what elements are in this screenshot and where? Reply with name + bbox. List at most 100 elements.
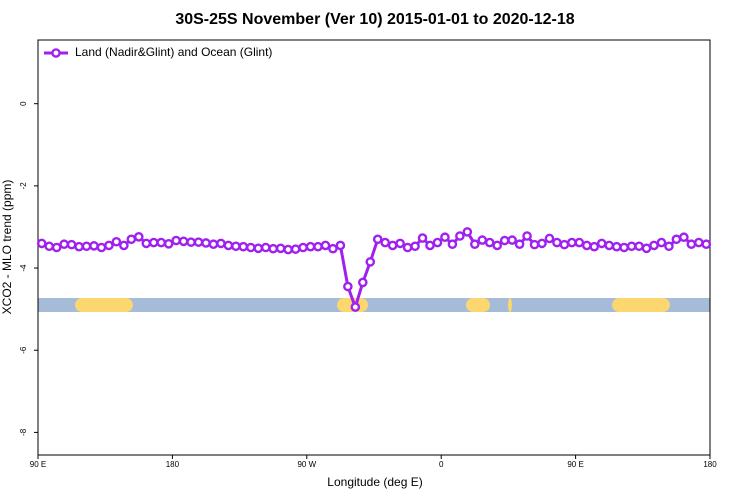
point — [567, 237, 577, 248]
y-tick-label: -2 — [19, 182, 28, 190]
point — [350, 302, 361, 312]
x-tick-label: 180 — [166, 460, 180, 469]
y-tick-label: -8 — [19, 428, 28, 436]
x-tick-label: 90 E — [567, 460, 583, 469]
x-tick-label: 90 W — [297, 460, 316, 469]
x-tick-label: 0 — [439, 460, 444, 469]
point — [208, 239, 219, 250]
point — [245, 242, 256, 253]
point — [656, 237, 667, 248]
point — [380, 237, 391, 248]
y-axis-label: XCO2 - MLO trend (ppm) — [0, 180, 14, 315]
point — [417, 233, 428, 243]
point — [469, 239, 480, 250]
point — [96, 242, 107, 253]
x-axis-label: Longitude (deg E) — [327, 475, 422, 489]
point — [626, 241, 637, 252]
point — [529, 239, 540, 250]
point — [641, 243, 652, 254]
point — [320, 240, 331, 251]
point — [89, 241, 99, 251]
point — [305, 241, 316, 252]
point — [148, 237, 159, 248]
point — [447, 239, 458, 250]
point — [664, 241, 674, 252]
point — [260, 242, 271, 253]
point — [634, 241, 644, 252]
point — [402, 242, 413, 253]
point — [111, 236, 122, 247]
point — [163, 239, 174, 249]
point — [36, 238, 47, 249]
point — [290, 244, 301, 254]
point — [186, 237, 196, 247]
land-band — [612, 298, 670, 313]
point — [686, 239, 697, 250]
point — [514, 239, 525, 250]
point — [141, 238, 152, 249]
point — [238, 241, 249, 252]
point — [395, 238, 405, 249]
point — [604, 240, 615, 251]
point — [328, 243, 338, 254]
point — [507, 235, 517, 245]
point — [649, 240, 659, 251]
point — [365, 257, 376, 267]
point — [462, 227, 473, 237]
point — [679, 232, 689, 243]
point — [694, 237, 704, 248]
point — [313, 241, 323, 252]
point — [589, 241, 600, 252]
land-band — [465, 298, 491, 313]
point — [574, 237, 585, 248]
land-band — [75, 298, 133, 313]
point — [201, 238, 211, 248]
point — [81, 241, 92, 252]
y-tick-label: -4 — [19, 264, 28, 272]
point — [701, 239, 712, 250]
point — [193, 237, 204, 247]
point — [440, 232, 450, 243]
point — [51, 242, 62, 253]
point — [559, 239, 570, 250]
point — [582, 240, 592, 251]
land-band — [507, 298, 512, 313]
point — [671, 234, 682, 245]
point — [372, 234, 383, 245]
plot-frame — [37, 39, 711, 456]
point — [522, 231, 532, 241]
point — [268, 243, 279, 254]
point — [74, 241, 84, 252]
point — [499, 235, 510, 246]
point — [119, 240, 129, 251]
point — [178, 236, 189, 247]
point — [357, 277, 368, 288]
legend-label: Land (Nadir&Glint) and Ocean (Glint) — [75, 45, 272, 59]
point — [66, 239, 77, 250]
point — [171, 235, 181, 246]
point — [410, 241, 420, 252]
point — [484, 237, 495, 248]
x-tick-label: 180 — [703, 460, 717, 469]
point — [59, 239, 69, 250]
point — [477, 235, 488, 245]
point — [335, 240, 346, 251]
point — [537, 238, 547, 249]
y-tick-label: -6 — [19, 346, 28, 354]
point — [283, 244, 293, 255]
point — [44, 241, 55, 252]
point — [611, 241, 622, 252]
ocean-band — [38, 298, 710, 313]
point — [544, 233, 555, 244]
point — [253, 243, 264, 254]
point — [343, 281, 353, 292]
point — [126, 234, 137, 245]
y-tick-label: 0 — [19, 101, 28, 106]
point — [387, 240, 398, 251]
point — [425, 240, 435, 251]
point — [216, 238, 226, 249]
point — [223, 240, 234, 251]
point — [275, 243, 286, 254]
point — [455, 231, 465, 241]
point — [104, 240, 114, 251]
